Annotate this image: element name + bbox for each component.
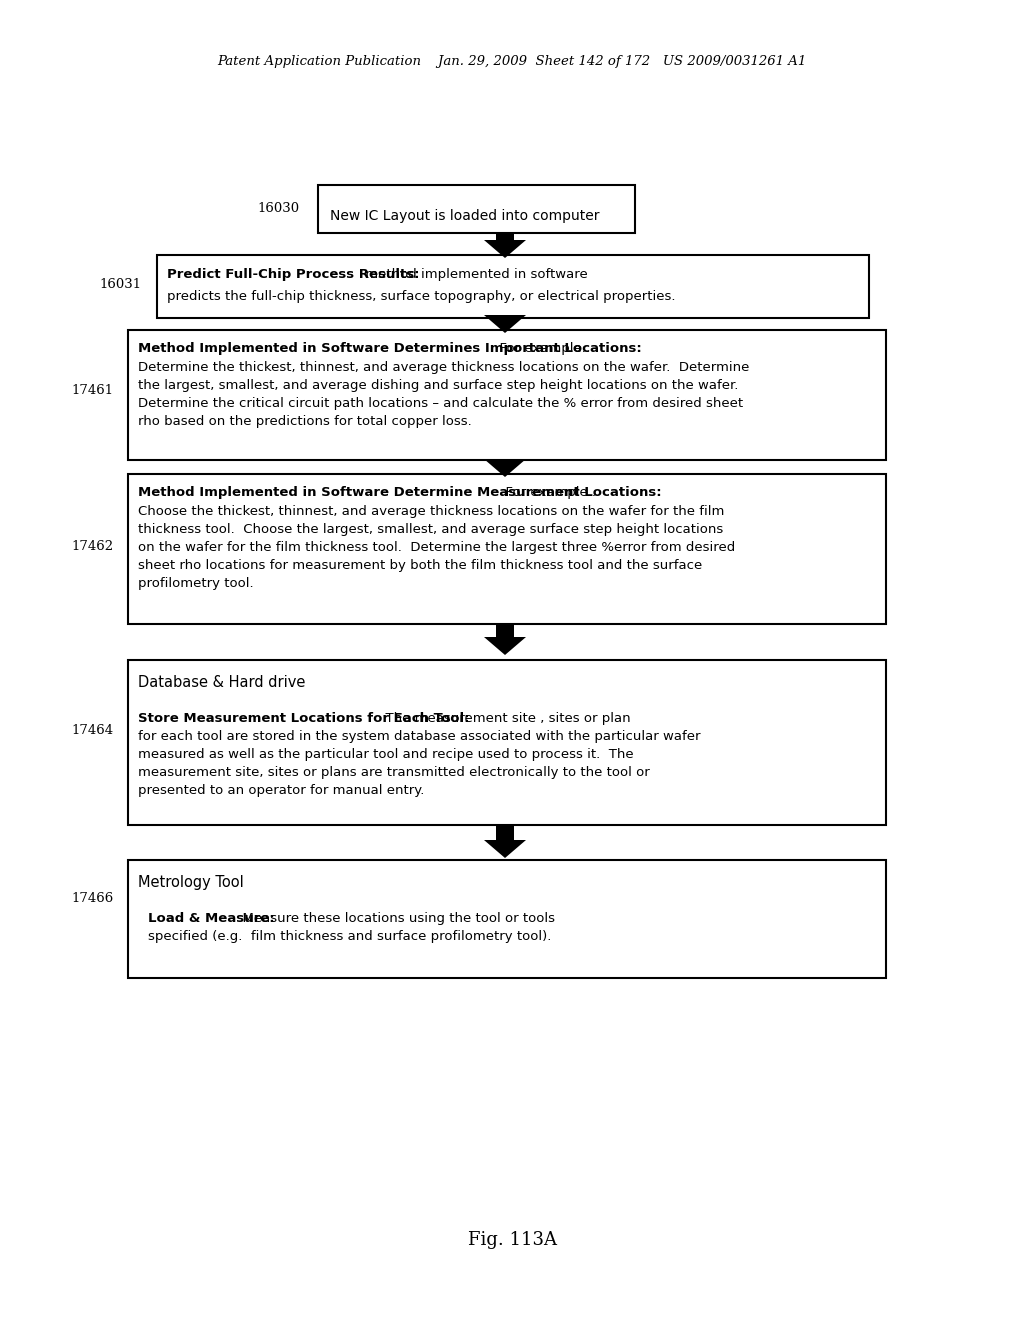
Text: For example..: For example.. [497,486,596,499]
Polygon shape [484,240,526,257]
Text: 17461: 17461 [72,384,114,396]
Text: predicts the full-chip thickness, surface topography, or electrical properties.: predicts the full-chip thickness, surfac… [167,290,676,304]
Bar [496,315,514,318]
Text: Determine the critical circuit path locations – and calculate the % error from d: Determine the critical circuit path loca… [138,397,743,411]
Bar [496,825,514,840]
Bar [128,660,886,825]
Text: 17466: 17466 [72,892,114,906]
Bar [128,861,886,978]
Text: Store Measurement Locations for Each Tool:: Store Measurement Locations for Each Too… [138,711,469,725]
Text: thickness tool.  Choose the largest, smallest, and average surface step height l: thickness tool. Choose the largest, smal… [138,523,723,536]
Bar [318,185,635,234]
Text: The measurement site , sites or plan: The measurement site , sites or plan [378,711,631,725]
Text: Method Implemented in Software Determine Measurement Locations:: Method Implemented in Software Determine… [138,486,662,499]
Text: sheet rho locations for measurement by both the film thickness tool and the surf: sheet rho locations for measurement by b… [138,558,702,572]
Polygon shape [484,459,526,477]
Text: 16031: 16031 [100,279,142,292]
Bar [157,255,869,318]
Polygon shape [484,638,526,655]
Text: Fig. 113A: Fig. 113A [468,1232,556,1249]
Text: 17464: 17464 [72,723,114,737]
Text: measurement site, sites or plans are transmitted electronically to the tool or: measurement site, sites or plans are tra… [138,766,650,779]
Polygon shape [484,315,526,333]
Text: Method Implemented in Software Determines Important Locations:: Method Implemented in Software Determine… [138,342,642,355]
Text: Choose the thickest, thinnest, and average thickness locations on the wafer for : Choose the thickest, thinnest, and avera… [138,506,724,517]
Text: Database & Hard drive: Database & Hard drive [138,675,305,690]
Text: profilometry tool.: profilometry tool. [138,577,254,590]
Text: measured as well as the particular tool and recipe used to process it.  The: measured as well as the particular tool … [138,748,634,762]
Bar [496,234,514,240]
Text: rho based on the predictions for total copper loss.: rho based on the predictions for total c… [138,414,472,428]
Text: the largest, smallest, and average dishing and surface step height locations on : the largest, smallest, and average dishi… [138,379,738,392]
Text: Predict Full-Chip Process Results:: Predict Full-Chip Process Results: [167,268,420,281]
Text: 16030: 16030 [258,202,300,214]
Text: Measure these locations using the tool or tools: Measure these locations using the tool o… [233,912,555,925]
Text: on the wafer for the film thickness tool.  Determine the largest three %error fr: on the wafer for the film thickness tool… [138,541,735,554]
Text: presented to an operator for manual entry.: presented to an operator for manual entr… [138,784,424,797]
Text: for each tool are stored in the system database associated with the particular w: for each tool are stored in the system d… [138,730,700,743]
Text: Determine the thickest, thinnest, and average thickness locations on the wafer. : Determine the thickest, thinnest, and av… [138,360,750,374]
Text: method implemented in software: method implemented in software [360,268,588,281]
Bar [128,474,886,624]
Text: 17462: 17462 [72,540,114,553]
Text: New IC Layout is loaded into computer: New IC Layout is loaded into computer [330,209,599,223]
Bar [496,624,514,638]
Text: Patent Application Publication    Jan. 29, 2009  Sheet 142 of 172   US 2009/0031: Patent Application Publication Jan. 29, … [217,55,807,69]
Text: Load & Measure:: Load & Measure: [148,912,274,925]
Text: For example..: For example.. [492,342,591,355]
Text: Metrology Tool: Metrology Tool [138,875,244,890]
Polygon shape [484,840,526,858]
Bar [128,330,886,459]
Text: specified (e.g.  film thickness and surface profilometry tool).: specified (e.g. film thickness and surfa… [148,931,551,942]
